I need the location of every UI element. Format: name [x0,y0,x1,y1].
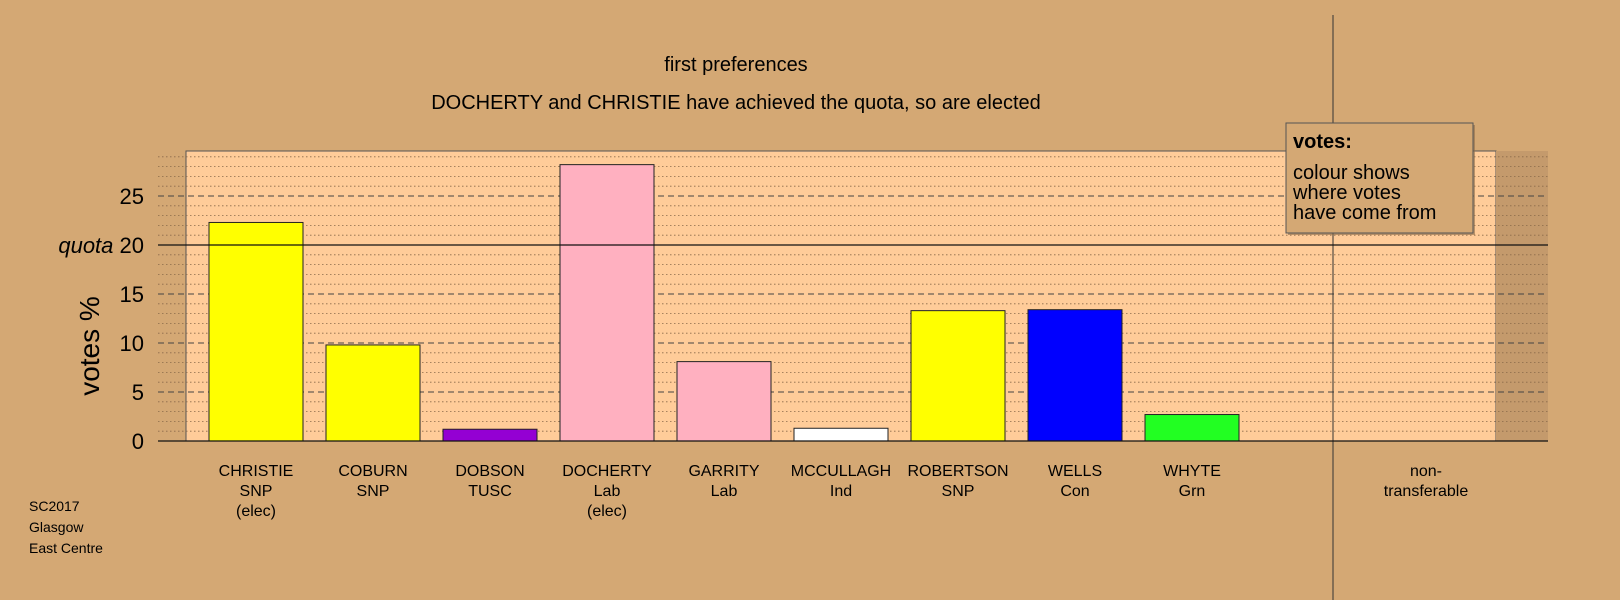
y-axis-label: votes % [74,296,105,396]
bar-docherty [559,164,655,442]
footer-council: Glasgow [29,519,84,535]
category-label-dobson: DOBSON [455,463,524,480]
y-tick-label: 0 [132,429,144,454]
category-label-coburn: COBURN [338,463,407,480]
category-label-wells: WELLS [1048,463,1102,480]
category-label-docherty: Lab [594,483,621,500]
category-label-wells: Con [1060,483,1089,500]
category-label-mccullagh: MCCULLAGH [791,463,891,480]
legend-text: where votes [1292,182,1401,204]
non-transferable-label: transferable [1384,483,1469,500]
category-label-docherty: DOCHERTY [562,463,652,480]
chart-title: first preferences [664,54,807,76]
y-tick-label: 15 [120,282,144,307]
legend-box [1285,122,1474,234]
legend-title: votes: [1293,131,1352,153]
category-label-robertson: SNP [942,483,975,500]
category-label-whyte: Grn [1179,483,1206,500]
category-label-christie: CHRISTIE [219,463,294,480]
plot-right-panel [1496,151,1548,441]
category-label-mccullagh: Ind [830,483,852,500]
category-label-christie: SNP [240,483,273,500]
category-label-whyte: WHYTE [1163,463,1221,480]
category-label-dobson: TUSC [468,483,512,500]
bar-whyte [1144,414,1240,442]
y-tick-label: 25 [120,184,144,209]
bar-wells [1027,309,1123,442]
bar-mccullagh [793,427,889,442]
y-tick-label: 5 [132,380,144,405]
category-label-coburn: SNP [357,483,390,500]
category-label-garrity: Lab [711,483,738,500]
footer: SC2017 Glasgow East Centre [29,496,103,559]
footer-election: SC2017 [29,498,80,514]
category-label-docherty: (elec) [587,503,627,520]
bar-coburn [325,344,421,442]
bar-robertson [910,310,1006,442]
bar-dobson [442,428,538,442]
y-tick-label: quota 20 [58,233,144,258]
category-label-christie: (elec) [236,503,276,520]
non-transferable-label: non- [1410,463,1442,480]
category-label-robertson: ROBERTSON [907,463,1008,480]
bar-garrity [676,361,772,442]
chart-subtitle: DOCHERTY and CHRISTIE have achieved the … [431,92,1041,114]
bar-christie [208,221,304,442]
legend-text: colour shows [1293,162,1410,184]
y-tick-label: 10 [120,331,144,356]
category-label-garrity: GARRITY [688,463,759,480]
footer-ward: East Centre [29,540,103,556]
legend-text: have come from [1293,202,1436,224]
